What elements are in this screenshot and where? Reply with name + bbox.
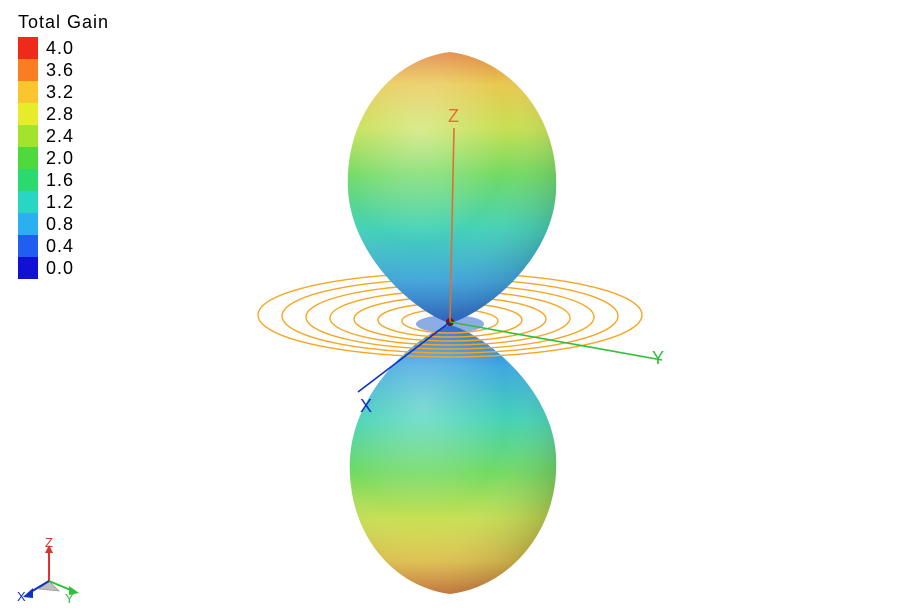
- legend-swatch: [18, 191, 38, 213]
- legend-tick: 3.2: [46, 81, 74, 103]
- radiation-pattern-plot[interactable]: Z Y X: [0, 0, 897, 615]
- legend-tick: 2.0: [46, 147, 74, 169]
- orientation-triad[interactable]: Z Y X: [15, 535, 85, 605]
- legend-tick: 1.2: [46, 191, 74, 213]
- legend-swatch: [18, 147, 38, 169]
- axis-label-y: Y: [652, 348, 664, 368]
- legend-tick: 2.8: [46, 103, 74, 125]
- colorbar-legend: Total Gain 4.0 3.6 3.2 2.8 2.4: [18, 12, 109, 279]
- legend-tick: 4.0: [46, 37, 74, 59]
- legend-colorbar: [18, 37, 38, 279]
- legend-tick: 0.0: [46, 257, 74, 279]
- viewport: Z Y X Total Gain 4.0 3.6 3.2: [0, 0, 897, 615]
- legend-swatch: [18, 169, 38, 191]
- legend-tick: 3.6: [46, 59, 74, 81]
- legend-swatch: [18, 235, 38, 257]
- triad-label-z: Z: [45, 535, 53, 550]
- axis-label-x: X: [360, 396, 372, 416]
- legend-swatch: [18, 81, 38, 103]
- legend-tick: 1.6: [46, 169, 74, 191]
- legend-swatch: [18, 59, 38, 81]
- legend-swatch: [18, 257, 38, 279]
- legend-tick: 2.4: [46, 125, 74, 147]
- legend-tick: 0.4: [46, 235, 74, 257]
- legend-swatch: [18, 103, 38, 125]
- legend-tick: 0.8: [46, 213, 74, 235]
- legend-labels: 4.0 3.6 3.2 2.8 2.4 2.0 1.6 1.2 0.8 0.4 …: [46, 37, 74, 279]
- axis-label-z: Z: [448, 106, 459, 126]
- triad-label-x: X: [17, 589, 26, 604]
- triad-label-y: Y: [65, 591, 74, 605]
- bottom-lobe: [350, 325, 556, 594]
- legend-swatch: [18, 213, 38, 235]
- legend-title: Total Gain: [18, 12, 109, 33]
- legend-swatch: [18, 125, 38, 147]
- legend-swatch: [18, 37, 38, 59]
